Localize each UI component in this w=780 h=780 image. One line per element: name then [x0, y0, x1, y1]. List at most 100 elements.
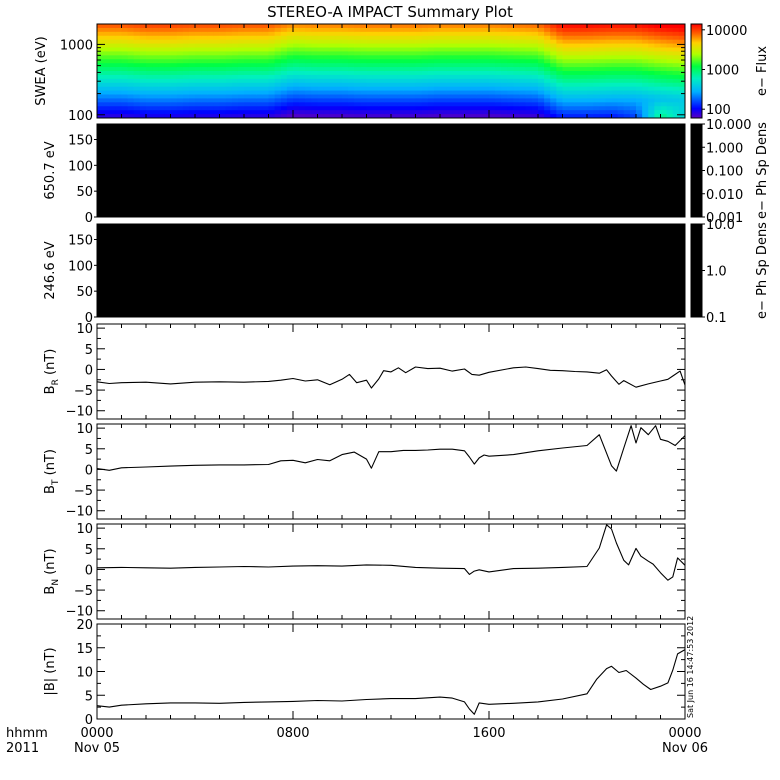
swea-cell [672, 43, 680, 49]
swea-cell [403, 102, 410, 107]
swea-cell [225, 63, 233, 68]
swea-cell [672, 51, 680, 56]
swea-cell [482, 55, 490, 60]
swea-cell [452, 94, 459, 100]
swea-cell [366, 90, 374, 96]
swea-cell [482, 98, 490, 103]
swea-cell [366, 31, 374, 37]
swea-cell [452, 106, 459, 111]
swea-cell [617, 78, 625, 84]
swea-cell [470, 63, 478, 68]
swea-cell [531, 24, 539, 29]
swea-cell [605, 86, 613, 92]
swea-cell [629, 110, 637, 115]
swea-cell [611, 90, 619, 96]
swea-cell [678, 110, 685, 115]
swea-cell [378, 82, 386, 88]
swea-cell [305, 55, 312, 60]
swea-cell [501, 67, 508, 72]
swea-cell [617, 35, 625, 41]
swea-cell [109, 43, 116, 49]
swea-cell [103, 55, 110, 60]
swea-cell [262, 78, 270, 84]
swea-cell [599, 102, 606, 107]
swea-cell [556, 86, 564, 92]
swea-cell [219, 78, 227, 84]
swea-cell [201, 31, 208, 37]
swea-cell [525, 27, 533, 33]
swea-cell [403, 71, 410, 76]
swea-cell [305, 86, 312, 92]
swea-cell [372, 55, 380, 60]
swea-cell [268, 102, 276, 107]
swea-cell [574, 24, 582, 29]
swea-cell [599, 74, 606, 80]
swea-cell [574, 110, 582, 115]
swea-cell [286, 67, 294, 72]
swea-cell [139, 39, 147, 45]
swea-cell [525, 51, 533, 56]
swea-cell [329, 74, 337, 80]
swea-cell [323, 94, 331, 100]
swea-cell [274, 98, 282, 103]
swea-cell [623, 24, 631, 29]
swea-cell [580, 114, 588, 118]
swea-cell [452, 71, 459, 76]
swea-cell [648, 39, 655, 45]
swea-cell [642, 78, 649, 84]
swea-cell [648, 94, 655, 100]
swea-cell [427, 24, 435, 29]
swea-cell [133, 106, 141, 111]
swea-cell [574, 43, 582, 49]
swea-cell [580, 71, 588, 76]
swea-cell [219, 35, 227, 41]
swea-cell [384, 31, 392, 37]
swea-cell [519, 31, 527, 37]
swea-cell [127, 63, 135, 68]
swea-cell [158, 110, 165, 115]
swea-cell [176, 55, 184, 60]
swea-cell [544, 63, 551, 68]
swea-cell [587, 78, 594, 84]
swea-cell [262, 31, 270, 37]
swea-cell [660, 35, 668, 41]
swea-cell [286, 59, 294, 64]
swea-cell [525, 78, 533, 84]
swea-cell [293, 106, 300, 111]
swea-cell [452, 31, 459, 37]
swea-cell [593, 71, 600, 76]
swea-cell [329, 90, 337, 96]
swea-cell [293, 35, 300, 41]
swea-cell [139, 86, 147, 92]
swea-cell [372, 90, 380, 96]
bn-y-tick-label: 10 [76, 522, 93, 537]
swea-cell [464, 43, 472, 49]
swea-cell [397, 63, 404, 68]
swea-cell [201, 67, 208, 72]
swea-cell [568, 55, 576, 60]
swea-cell [164, 78, 172, 84]
swea-cell [562, 39, 570, 45]
swea-cell [311, 27, 319, 33]
swea-cell [213, 43, 221, 49]
swea-cell [274, 106, 282, 111]
swea-cell [237, 110, 245, 115]
swea-cell [629, 114, 637, 118]
swea-cell [164, 86, 172, 92]
swea-cell [636, 47, 643, 53]
swea-cell [152, 74, 159, 80]
swea-cell [280, 86, 288, 92]
swea-cell [544, 94, 551, 100]
swea-cell [587, 102, 594, 107]
swea-cell [623, 63, 631, 68]
swea-cell [354, 63, 361, 68]
swea-cell [642, 106, 649, 111]
swea-cell [121, 102, 129, 107]
swea-cell [317, 35, 325, 41]
swea-cell [476, 47, 484, 53]
br-y-label: BR (nT) [43, 349, 61, 395]
swea-cell [568, 74, 576, 80]
swea-cell [127, 67, 135, 72]
swea-cell [115, 67, 123, 72]
swea-cell [268, 78, 276, 84]
